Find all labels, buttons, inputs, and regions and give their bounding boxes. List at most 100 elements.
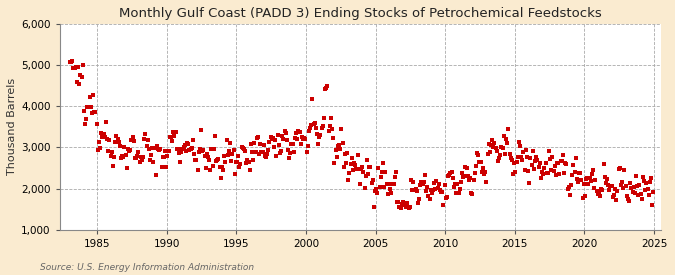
Point (493, 159, 504, 163)
Point (564, 192, 575, 197)
Point (131, 155, 142, 160)
Point (500, 151, 510, 156)
Point (221, 138, 232, 143)
Point (92, 147, 103, 152)
Point (176, 149, 187, 154)
Point (315, 133, 326, 137)
Point (286, 142, 297, 147)
Point (225, 159, 236, 163)
Point (454, 186, 465, 191)
Point (524, 181, 535, 185)
Point (360, 174, 371, 178)
Point (372, 191, 383, 196)
Point (584, 175, 595, 180)
Point (67, 59, 78, 63)
Point (277, 134, 288, 138)
Point (561, 162, 572, 166)
Point (480, 170, 491, 174)
Point (73, 65, 84, 69)
Point (415, 183, 426, 187)
Point (589, 185, 599, 190)
Point (96, 131, 107, 135)
Point (427, 188, 438, 192)
Point (461, 166, 472, 170)
Point (97, 135, 108, 139)
Point (350, 163, 360, 167)
Point (65, 60, 76, 64)
Point (304, 129, 315, 133)
Point (381, 182, 392, 186)
Point (628, 185, 639, 189)
Point (402, 201, 413, 205)
Point (259, 153, 270, 158)
Point (440, 196, 451, 200)
Point (601, 177, 612, 182)
Point (242, 158, 253, 162)
Point (477, 166, 488, 170)
Point (284, 156, 294, 160)
Point (134, 159, 145, 164)
Point (522, 155, 533, 160)
Point (259, 143, 269, 147)
Point (189, 151, 200, 156)
Point (365, 165, 376, 169)
Point (559, 171, 570, 175)
Point (202, 155, 213, 160)
Point (112, 137, 123, 141)
Point (572, 180, 583, 185)
Point (501, 136, 512, 141)
Point (270, 138, 281, 142)
Point (211, 158, 221, 163)
Point (468, 178, 479, 182)
Point (629, 191, 640, 195)
Point (511, 160, 522, 164)
Point (234, 165, 245, 169)
Point (288, 150, 299, 154)
Point (464, 178, 475, 182)
Point (70, 66, 80, 70)
Point (74, 82, 84, 86)
Point (548, 169, 559, 173)
Point (510, 170, 520, 174)
Point (475, 160, 486, 164)
Point (331, 155, 342, 159)
Point (596, 186, 607, 191)
Point (275, 151, 286, 156)
Point (180, 143, 190, 148)
Point (279, 128, 290, 133)
Point (605, 184, 616, 189)
Point (401, 205, 412, 209)
Point (610, 186, 620, 191)
Point (319, 116, 329, 121)
Point (396, 202, 407, 206)
Point (328, 136, 339, 140)
Point (453, 191, 464, 195)
Y-axis label: Thousand Barrels: Thousand Barrels (7, 78, 17, 175)
Point (583, 182, 594, 186)
Point (416, 180, 427, 185)
Point (578, 182, 589, 186)
Point (309, 121, 320, 125)
Point (488, 145, 499, 149)
Point (190, 158, 200, 162)
Point (285, 151, 296, 155)
Point (482, 152, 493, 156)
Point (301, 150, 312, 154)
Point (543, 171, 554, 175)
Point (429, 181, 439, 185)
Point (399, 202, 410, 207)
Point (172, 147, 183, 152)
Point (156, 164, 167, 169)
Point (547, 154, 558, 159)
Point (188, 138, 198, 142)
Point (598, 161, 609, 166)
Point (459, 174, 470, 178)
Point (233, 153, 244, 158)
Point (585, 178, 596, 183)
Point (148, 160, 159, 164)
Point (162, 153, 173, 158)
Point (503, 127, 514, 131)
Point (560, 161, 570, 166)
Point (595, 194, 605, 198)
Point (446, 170, 457, 175)
